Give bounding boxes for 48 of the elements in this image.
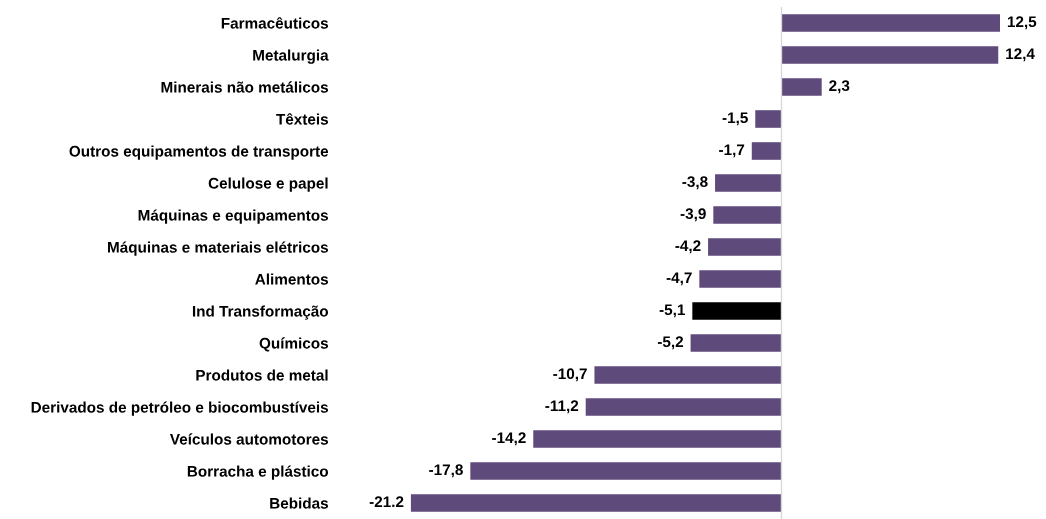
y-tick-label: Celulose e papel	[208, 177, 328, 192]
data-label: 12,4	[1006, 48, 1035, 62]
data-label: -1,5	[722, 112, 748, 126]
data-label: 2,3	[829, 80, 850, 94]
y-tick-label: Químicos	[259, 337, 328, 352]
data-label: -14,2	[492, 432, 526, 446]
y-tick-label: Veículos automotores	[169, 433, 328, 445]
data-label: -10,7	[553, 368, 587, 382]
data-label: -5,1	[659, 304, 685, 318]
bar	[692, 302, 782, 320]
y-tick-label: Produtos de metal	[196, 369, 328, 381]
data-label: -4,7	[666, 272, 692, 286]
bar	[585, 398, 782, 416]
bar	[690, 334, 782, 352]
y-tick-label: Metalurgia	[253, 49, 329, 64]
bar	[781, 78, 822, 96]
data-label: -4,2	[675, 240, 701, 254]
bar	[410, 494, 782, 512]
bar	[715, 174, 782, 192]
data-label: -3,8	[682, 176, 708, 190]
y-tick-label: Máquinas e materiais elétricos	[108, 241, 328, 256]
bar	[470, 462, 782, 480]
bar	[699, 270, 782, 288]
data-label: -5,2	[657, 336, 684, 350]
bar	[708, 238, 782, 256]
y-tick-label: Têxteis	[276, 113, 328, 125]
y-tick-label: Minerais não metálicos	[161, 81, 328, 93]
bar	[594, 366, 782, 384]
bar	[713, 206, 782, 224]
y-tick-label: Ind Transformação	[192, 305, 329, 320]
data-label: -3,9	[680, 208, 706, 222]
data-label: -11,2	[545, 400, 579, 414]
bar	[533, 430, 782, 448]
y-tick-label: Outros equipamentos de transporte	[69, 145, 329, 160]
data-label: -1,7	[719, 144, 745, 158]
bar	[781, 46, 999, 64]
bar	[781, 14, 1000, 32]
data-label: 12,5	[1007, 16, 1037, 30]
y-tick-label: Alimentos	[255, 273, 328, 285]
data-label: -21.2	[369, 496, 404, 507]
data-label: -17,8	[429, 464, 463, 478]
y-tick-label: Bebidas	[270, 497, 328, 509]
y-tick-label: Derivados de petróleo e biocombustíveis	[31, 401, 329, 416]
bar	[755, 110, 782, 128]
y-tick-label: Borracha e plástico	[187, 465, 329, 480]
bar	[751, 142, 782, 160]
y-tick-label: Máquinas e equipamentos	[138, 209, 328, 224]
y-tick-label: Farmacêuticos	[221, 17, 328, 29]
